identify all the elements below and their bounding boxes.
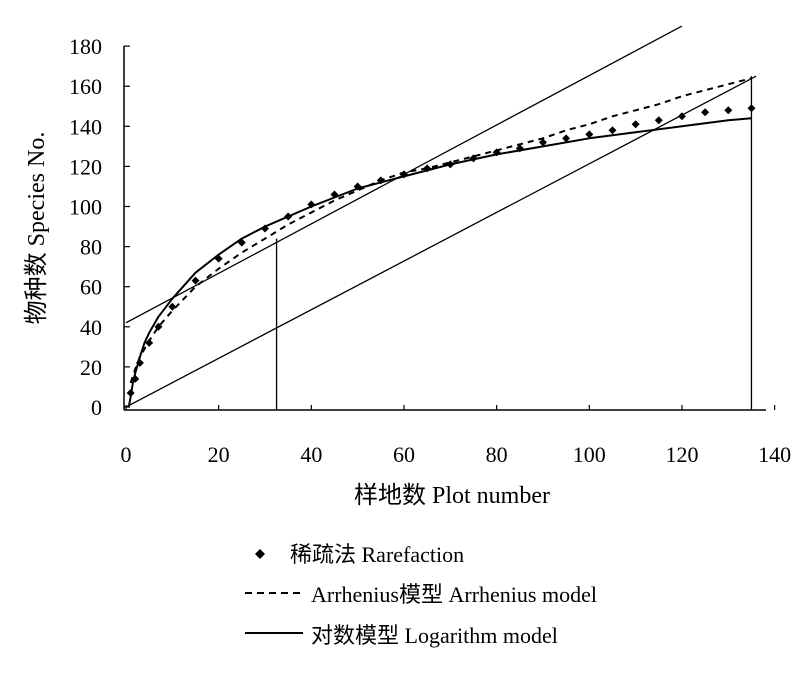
y-tick-label: 20 <box>80 355 102 380</box>
rarefaction-point <box>608 126 617 135</box>
x-tick-label: 60 <box>393 442 415 467</box>
y-tick-label: 180 <box>69 34 102 59</box>
rarefaction-point <box>701 108 710 117</box>
y-tick-label: 120 <box>69 154 102 179</box>
legend: 稀疏法 Rarefaction Arrhenius模型 Arrhenius mo… <box>245 542 597 648</box>
rarefaction-point <box>654 116 663 125</box>
y-tick-label: 160 <box>69 74 102 99</box>
x-tick-label: 140 <box>758 442 791 467</box>
x-tick-label: 0 <box>121 442 132 467</box>
rarefaction-point <box>724 106 733 115</box>
rarefaction-point <box>538 138 547 147</box>
x-tick-label: 100 <box>573 442 606 467</box>
legend-item-logarithm: 对数模型 Logarithm model <box>245 623 558 648</box>
rarefaction-point <box>631 120 640 129</box>
legend-label-rarefaction: 稀疏法 Rarefaction <box>290 542 464 567</box>
y-tick-label: 100 <box>69 195 102 220</box>
arrhenius-model-line <box>129 77 752 384</box>
y-tick-label: 140 <box>69 114 102 139</box>
legend-item-arrhenius: Arrhenius模型 Arrhenius model <box>245 582 597 607</box>
y-tick-label: 60 <box>80 275 102 300</box>
rarefaction-point <box>168 302 177 311</box>
legend-label-logarithm: 对数模型 Logarithm model <box>311 623 558 648</box>
reference-line <box>125 75 757 408</box>
rarefaction-point <box>191 276 200 285</box>
legend-item-rarefaction: 稀疏法 Rarefaction <box>255 542 464 567</box>
y-tick-label: 0 <box>91 395 102 420</box>
y-tick-label: 80 <box>80 235 102 260</box>
rarefaction-point <box>677 112 686 121</box>
logarithm-model-line <box>127 117 752 408</box>
rarefaction-point <box>562 134 571 143</box>
legend-label-arrhenius: Arrhenius模型 Arrhenius model <box>311 582 597 607</box>
rarefaction-point <box>747 104 756 113</box>
x-tick-label: 80 <box>486 442 508 467</box>
y-axis-title: 物种数 Species No. <box>23 132 50 325</box>
y-tick-label: 40 <box>80 315 102 340</box>
x-axis-title: 样地数 Plot number <box>354 482 550 509</box>
x-tick-label: 120 <box>665 442 698 467</box>
legend-diamond-marker <box>255 549 265 559</box>
x-tick-label: 20 <box>208 442 230 467</box>
x-tick-label: 40 <box>300 442 322 467</box>
rarefaction-point <box>585 130 594 139</box>
